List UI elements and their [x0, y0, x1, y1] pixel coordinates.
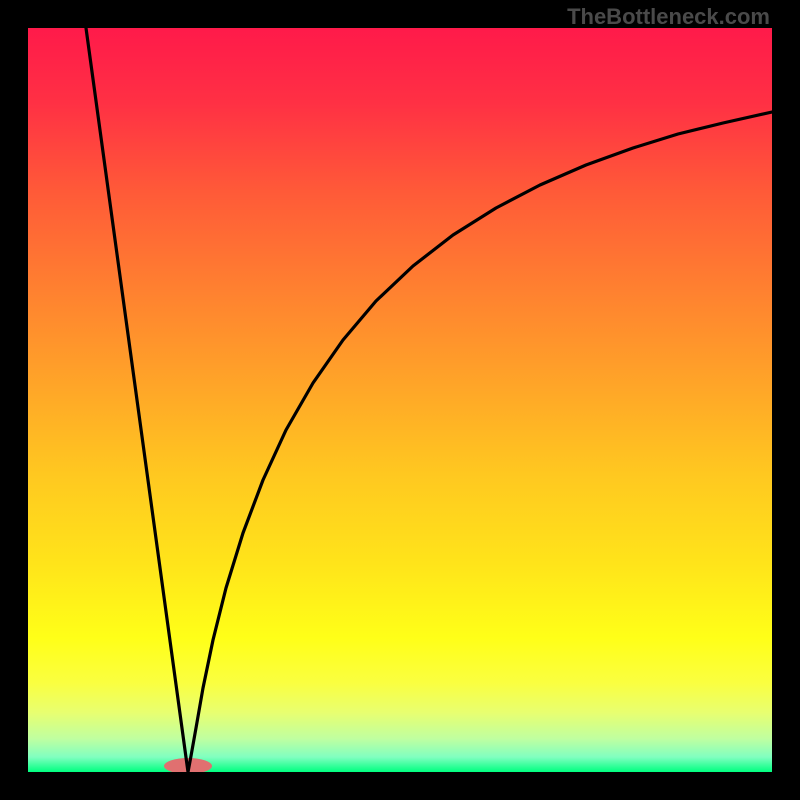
- bottleneck-curve: [86, 28, 772, 772]
- chart-container: TheBottleneck.com: [0, 0, 800, 800]
- watermark-text: TheBottleneck.com: [567, 4, 770, 30]
- chart-svg: [28, 28, 772, 772]
- plot-area: [28, 28, 772, 772]
